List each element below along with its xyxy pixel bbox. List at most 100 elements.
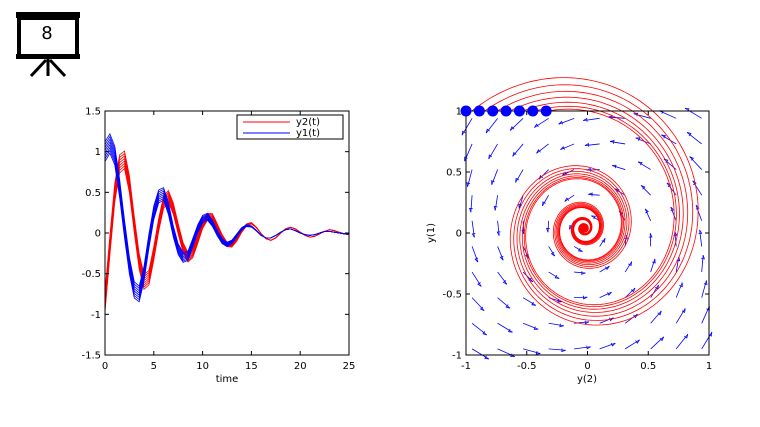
- vector-arrow: [701, 331, 713, 350]
- vector-arrowhead: [515, 177, 520, 183]
- vector-arrow: [497, 322, 513, 333]
- vector-arrow: [497, 271, 508, 285]
- vector-arrowhead: [588, 192, 593, 197]
- vector-arrowhead: [692, 180, 697, 186]
- vector-arrowhead: [583, 295, 588, 300]
- vector-arrow: [624, 313, 638, 324]
- vector-arrowhead: [554, 274, 560, 279]
- vector-arrowhead: [633, 313, 638, 319]
- vector-arrowhead: [701, 254, 705, 260]
- y-axis-label: y(1): [426, 223, 437, 243]
- y-tick-label: 1: [95, 147, 101, 158]
- trajectory-line: [497, 90, 689, 317]
- vector-arrow: [574, 271, 586, 274]
- vector-arrowhead: [630, 287, 636, 293]
- vector-arrowhead: [698, 229, 703, 235]
- vector-arrow: [461, 118, 473, 136]
- start-point-marker: [527, 105, 539, 117]
- vector-arrowhead: [591, 215, 596, 220]
- start-point-marker: [487, 105, 499, 117]
- vector-arrow: [547, 220, 550, 233]
- vector-arrow: [650, 284, 659, 298]
- vector-arrowhead: [535, 350, 541, 355]
- vector-arrow: [471, 322, 488, 336]
- vector-arrow: [542, 194, 549, 207]
- vector-arrow: [599, 342, 616, 350]
- vector-arrowhead: [557, 299, 562, 303]
- vector-arrowhead: [531, 301, 536, 306]
- vector-arrow: [658, 110, 677, 119]
- slide-number: 8: [41, 23, 53, 44]
- vector-arrowhead: [633, 112, 639, 117]
- vector-arrowhead: [550, 251, 556, 257]
- vector-arrowhead: [533, 326, 539, 330]
- vector-arrow: [650, 258, 656, 273]
- vector-arrowhead: [499, 255, 504, 261]
- vector-arrowhead: [502, 280, 508, 285]
- vector-arrowhead: [509, 126, 515, 131]
- vector-arrow: [491, 169, 498, 185]
- vector-arrowhead: [479, 306, 485, 312]
- vector-arrowhead: [681, 308, 686, 314]
- vector-arrow: [548, 271, 560, 279]
- vector-arrow: [701, 306, 710, 324]
- vector-arrowhead: [464, 156, 468, 162]
- vector-arrow: [584, 143, 600, 146]
- vector-arrow: [574, 346, 591, 350]
- vector-arrow: [684, 107, 702, 119]
- vector-arrow: [471, 348, 490, 360]
- vector-arrowhead: [635, 339, 640, 344]
- vector-arrowhead: [640, 185, 646, 190]
- vector-arrow: [523, 348, 541, 354]
- vector-arrow: [695, 205, 703, 221]
- vector-arrowhead: [477, 282, 482, 287]
- x-tick-label: 0: [584, 361, 590, 372]
- vector-arrowhead: [607, 291, 612, 296]
- x-tick-label: -1: [461, 361, 471, 372]
- vector-arrow: [560, 143, 575, 151]
- vector-arrow: [564, 194, 575, 202]
- x-tick-label: 15: [245, 361, 258, 372]
- y-tick-label: 1.5: [85, 107, 101, 118]
- vector-arrow: [650, 336, 664, 350]
- y-tick-label: -0.5: [81, 269, 101, 280]
- vector-arrow: [624, 261, 632, 273]
- y-tick-label: -0.5: [442, 290, 462, 301]
- vector-arrowhead: [507, 328, 513, 333]
- start-point-marker: [460, 105, 472, 117]
- vector-arrowhead: [666, 182, 672, 188]
- vector-arrow: [471, 220, 475, 238]
- vector-arrowhead: [493, 206, 498, 211]
- vector-arrow: [692, 180, 703, 196]
- start-point-marker: [500, 105, 512, 117]
- vector-arrowhead: [484, 355, 489, 360]
- legend: y2(t) y1(t): [236, 114, 344, 140]
- vector-arrowhead: [601, 238, 606, 243]
- vector-arrowhead: [610, 140, 615, 144]
- vector-arrow: [599, 238, 606, 247]
- vector-arrow: [497, 297, 511, 309]
- vector-arrowhead: [583, 117, 588, 122]
- vector-arrow: [522, 220, 525, 234]
- vector-arrow: [599, 265, 610, 273]
- vector-arrowhead: [612, 164, 617, 169]
- vector-arrowhead: [610, 342, 616, 347]
- vector-arrow: [635, 137, 651, 145]
- vector-arrowhead: [652, 258, 656, 264]
- vector-arrow: [497, 246, 504, 261]
- vector-arrow: [548, 246, 556, 257]
- vector-arrow: [485, 118, 498, 134]
- x-axis-label: y(2): [577, 374, 597, 385]
- x-tick-label: 10: [196, 361, 209, 372]
- vector-arrowhead: [708, 332, 713, 337]
- vector-arrow: [497, 220, 500, 236]
- vector-arrowhead: [661, 134, 666, 139]
- vector-arrowhead: [521, 229, 526, 235]
- vector-arrowhead: [605, 265, 610, 271]
- vector-arrowhead: [586, 345, 591, 350]
- vector-arrowhead: [542, 201, 546, 206]
- vector-arrow: [588, 194, 600, 196]
- vector-arrow: [650, 310, 662, 324]
